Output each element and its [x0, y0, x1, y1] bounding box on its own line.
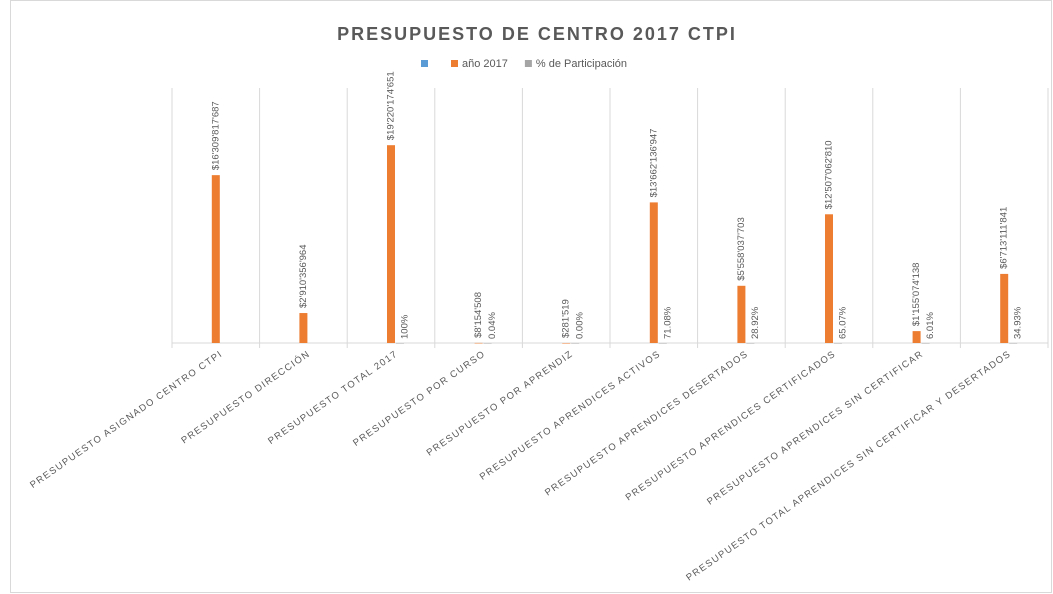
data-label: 71.08%: [662, 306, 673, 339]
bar: [658, 343, 667, 344]
legend-marker: [451, 60, 458, 67]
x-tick-label: PRESUPUESTO POR APRENDIZ: [425, 349, 576, 459]
data-label: 100%: [400, 314, 411, 339]
legend-label: año 2017: [462, 58, 508, 70]
data-label: $8'154'508: [473, 292, 484, 338]
bar: [649, 202, 658, 343]
data-label: $1'155'074'138: [911, 263, 922, 327]
data-label: $281'519: [561, 299, 572, 338]
data-label: 0.00%: [575, 312, 586, 339]
bar: [834, 343, 842, 344]
chart-title: PRESUPUESTO DE CENTRO 2017 CTPI: [337, 24, 737, 44]
bar: [571, 343, 580, 344]
bar: [1009, 343, 1018, 344]
data-label: 34.93%: [1013, 306, 1024, 339]
bar: [387, 145, 395, 343]
chart-frame: [10, 0, 1052, 593]
x-tick-label: PRESUPUESTO APRENDICES ACTIVOS: [478, 349, 663, 483]
data-label: 28.92%: [750, 306, 761, 339]
data-label: $19'220'174'651: [386, 71, 397, 140]
x-tick-label: PRESUPUESTO APRENDICES DESERTADOS: [543, 349, 751, 499]
data-label: $2'910'356'964: [298, 244, 309, 308]
data-label: 0.04%: [487, 312, 498, 339]
bar: [483, 343, 492, 344]
data-label: 6.01%: [925, 312, 936, 339]
data-label: $12'507'062'810: [824, 140, 835, 209]
data-label: $13'662'136'947: [648, 129, 659, 198]
legend-marker: [524, 60, 532, 67]
legend-label: % de Participación: [536, 58, 627, 70]
bar: [1000, 273, 1009, 343]
bar: [746, 343, 755, 344]
data-label: $16'309'817'687: [210, 101, 221, 170]
bar: [211, 175, 220, 343]
data-label: 65.07%: [838, 306, 849, 339]
bar: [562, 342, 571, 344]
bar: [921, 343, 930, 344]
x-tick-label: PRESUPUESTO ASIGNADO CENTRO CTPI: [28, 349, 225, 491]
bar: [299, 313, 308, 343]
bar: [825, 214, 833, 343]
x-tick-label: PRESUPUESTO TOTAL APRENDICES SIN CERTIFI…: [684, 349, 1013, 584]
bar: [396, 343, 404, 344]
bar: [912, 331, 921, 343]
bar: [737, 285, 746, 343]
data-label: $5'558'037'703: [736, 217, 747, 281]
bar: [474, 342, 483, 344]
legend-marker: [421, 60, 428, 67]
data-label: $6'713'111'841: [999, 207, 1010, 269]
